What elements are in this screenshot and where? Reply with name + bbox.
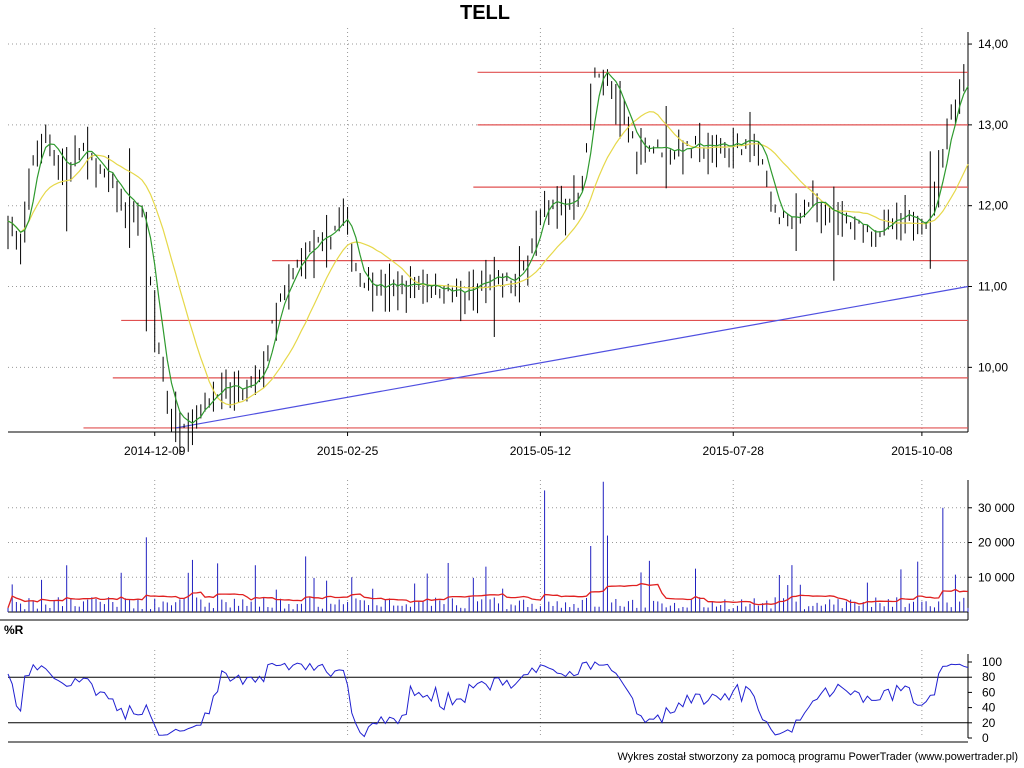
- volume-bars: [7, 481, 969, 612]
- x-tick-label-0: 2014-12-09: [124, 444, 186, 458]
- price-ytick-label-4: 14,00: [978, 37, 1008, 51]
- x-tick-label-1: 2015-02-25: [317, 444, 379, 458]
- x-tick-label-3: 2015-07-28: [703, 444, 765, 458]
- ma-fast-line: [7, 71, 969, 424]
- x-tick-label-4: 2015-10-08: [891, 444, 953, 458]
- price-ytick-label-3: 13,00: [978, 118, 1008, 132]
- price-ytick-label-0: 10,00: [978, 360, 1008, 374]
- price-bars: [7, 64, 969, 455]
- wr-ytick-label-4: 80: [982, 670, 996, 684]
- wr-ytick-label-2: 40: [982, 701, 996, 715]
- williams-r-line: [7, 661, 969, 738]
- wr-ytick-label-0: 0: [982, 731, 989, 745]
- ma-slow-line: [7, 111, 969, 406]
- x-tick-label-2: 2015-05-12: [510, 444, 572, 458]
- volume-ytick-label-0: 10 000: [978, 570, 1015, 584]
- chart-title: TELL: [460, 2, 510, 24]
- footer-credit: Wykres został stworzony za pomocą progra…: [617, 751, 1018, 763]
- wr-ytick-label-3: 60: [982, 685, 996, 699]
- wr-ytick-label-1: 20: [982, 716, 996, 730]
- price-ytick-label-1: 11,00: [978, 280, 1007, 294]
- volume-ytick-label-1: 20 000: [978, 536, 1015, 550]
- price-ytick-label-2: 12,00: [978, 199, 1008, 213]
- williams-r-label: %R: [4, 623, 24, 637]
- volume-avg-line: [7, 582, 969, 609]
- volume-ytick-label-2: 30 000: [978, 501, 1015, 515]
- wr-ytick-label-5: 100: [982, 655, 1002, 669]
- trend-line: [175, 285, 969, 429]
